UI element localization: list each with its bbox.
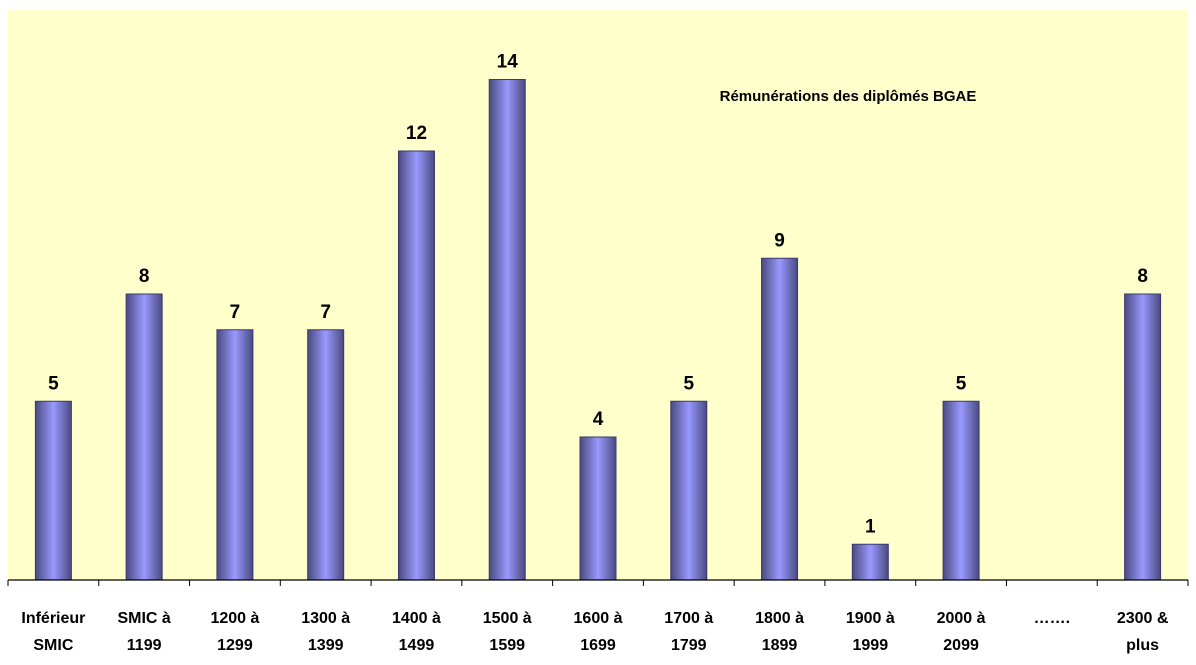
category-label-line: 1500 à	[483, 610, 532, 627]
category-label-line: 1999	[853, 637, 889, 654]
bar	[942, 400, 980, 581]
category-label: 1300 à 1399	[301, 610, 350, 654]
bar	[34, 400, 72, 581]
category-label-line: 2300 &	[1117, 610, 1169, 627]
bar-value-label: 5	[683, 373, 694, 394]
category-label-line: 1200 à	[210, 610, 259, 627]
category-label-line: 1599	[489, 637, 525, 654]
category-label-line: SMIC	[33, 637, 73, 654]
bar	[851, 543, 889, 581]
bar-value-label: 12	[406, 123, 427, 144]
category-label-line: 1700 à	[664, 610, 713, 627]
category-label-line: 2000 à	[937, 610, 986, 627]
bar-value-label: 9	[774, 230, 785, 251]
category-label-line: 1299	[217, 637, 253, 654]
bar	[307, 329, 345, 581]
category-label-line: 1799	[671, 637, 707, 654]
bar	[761, 257, 799, 581]
bar	[579, 436, 617, 581]
category-label: …….	[1034, 610, 1070, 627]
bar	[397, 150, 435, 581]
category-label: 2000 à 2099	[937, 610, 986, 654]
category-label-line: …….	[1034, 610, 1070, 627]
bar	[125, 293, 163, 581]
category-label-line: 1300 à	[301, 610, 350, 627]
category-label-line: 1800 à	[755, 610, 804, 627]
x-axis-ticks	[7, 580, 1189, 586]
category-label-line: Inférieur	[21, 610, 85, 627]
category-label-line: 1399	[308, 637, 344, 654]
category-label: 1900 à 1999	[846, 610, 895, 654]
bar-value-label: 1	[865, 516, 876, 537]
data-labels-group: 5 8 7 7 12 14 4 5 9 1 5 8	[48, 52, 1148, 538]
category-label: 1700 à 1799	[664, 610, 713, 654]
bar	[488, 79, 526, 581]
category-label-line: 1199	[127, 637, 162, 654]
category-label: 1400 à 1499	[392, 610, 441, 654]
bar-value-label: 4	[593, 409, 604, 430]
category-label-line: 2099	[943, 637, 979, 654]
category-label-line: SMIC à	[117, 610, 170, 627]
category-label: Inférieur SMIC	[21, 610, 85, 654]
category-label-line: 1600 à	[574, 610, 623, 627]
category-label: 1200 à 1299	[210, 610, 259, 654]
category-label-line: 1499	[399, 637, 435, 654]
bar	[216, 329, 254, 581]
bar-value-label: 5	[956, 373, 967, 394]
category-label: 1500 à 1599	[483, 610, 532, 654]
category-label-line: 1900 à	[846, 610, 895, 627]
bars-group	[34, 79, 1162, 581]
bar-value-label: 7	[230, 302, 241, 323]
bar	[1124, 293, 1162, 581]
bar-value-label: 8	[139, 266, 150, 287]
bar	[670, 400, 708, 581]
category-label: 1600 à 1699	[574, 610, 623, 654]
bar-value-label: 8	[1137, 266, 1148, 287]
chart-title: Rémunérations des diplômés BGAE	[720, 88, 977, 105]
category-label: 2300 & plus	[1117, 610, 1169, 654]
bar-value-label: 5	[48, 373, 59, 394]
category-label-line: 1400 à	[392, 610, 441, 627]
category-label-line: 1899	[762, 637, 798, 654]
category-label: 1800 à 1899	[755, 610, 804, 654]
bar-value-label: 7	[320, 302, 331, 323]
bar-value-label: 14	[497, 52, 519, 73]
category-label-line: 1699	[580, 637, 616, 654]
category-label-line: plus	[1126, 637, 1159, 654]
category-label: SMIC à 1199	[117, 610, 170, 654]
